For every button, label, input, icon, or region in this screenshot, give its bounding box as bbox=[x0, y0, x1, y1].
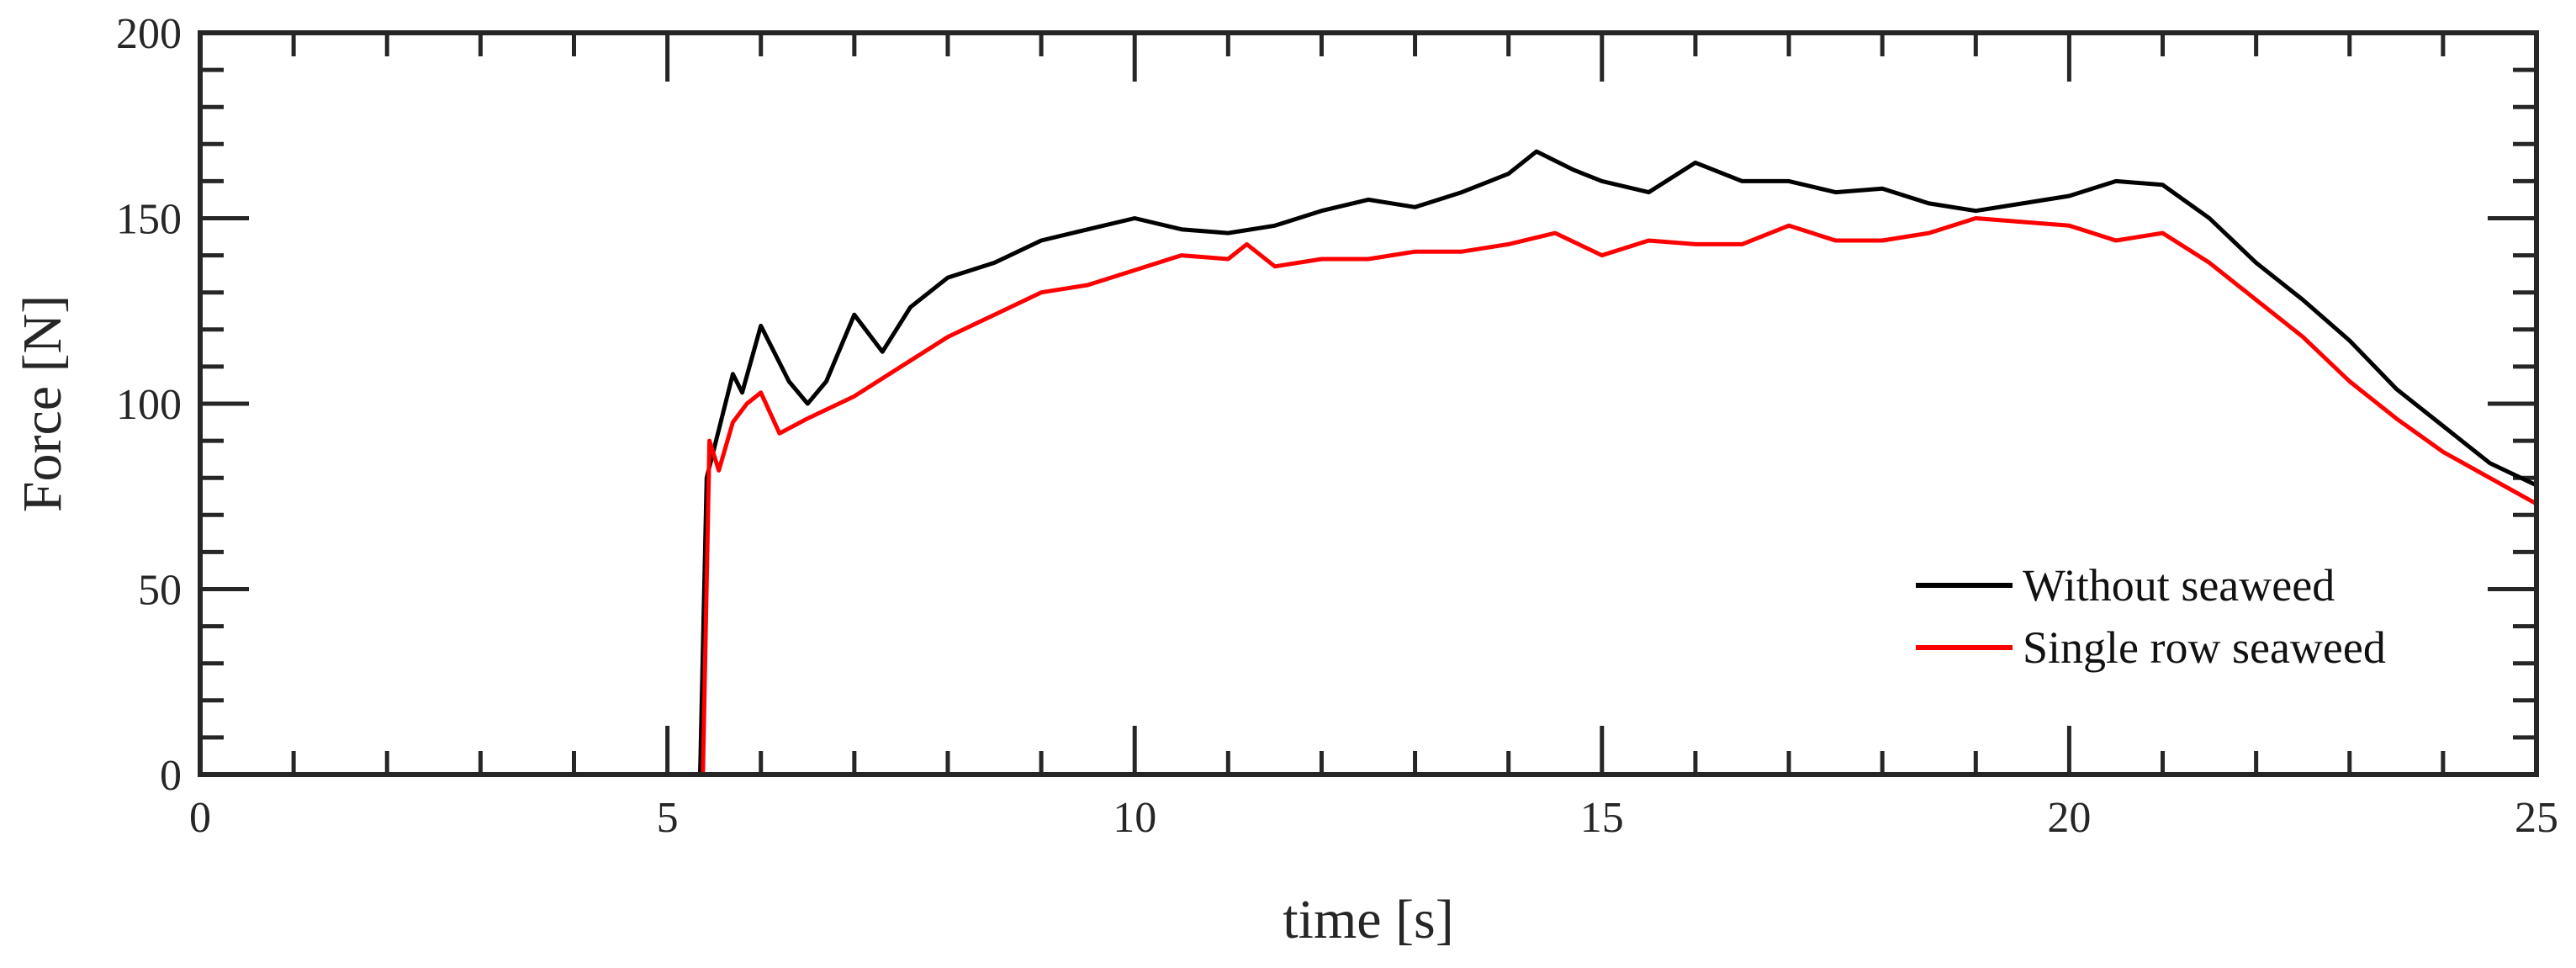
x-axis-title: time [s] bbox=[1283, 889, 1453, 950]
y-tick-label: 200 bbox=[116, 10, 182, 58]
x-tick-label: 25 bbox=[2515, 794, 2558, 842]
y-tick-label: 50 bbox=[138, 567, 182, 615]
x-tick-label: 0 bbox=[189, 794, 211, 842]
legend-label-without-seaweed: Without seaweed bbox=[2023, 560, 2335, 611]
series-layer bbox=[198, 149, 2539, 777]
x-tick-label: 15 bbox=[1580, 794, 1624, 842]
legend: Without seaweed Single row seaweed bbox=[1916, 560, 2386, 673]
y-tick-label: 0 bbox=[160, 752, 182, 800]
x-tick-label: 5 bbox=[657, 794, 679, 842]
tick-labels: 0 5 10 15 20 25 0 50 100 150 200 bbox=[116, 10, 2558, 842]
series-line-without-seaweed bbox=[198, 149, 2539, 777]
plot-frame bbox=[198, 30, 2539, 777]
axis-ticks bbox=[198, 30, 2539, 777]
y-tick-label: 100 bbox=[116, 381, 182, 429]
legend-label-single-row-seaweed: Single row seaweed bbox=[2023, 622, 2386, 673]
y-tick-label: 150 bbox=[116, 196, 182, 244]
series-line-single-row-seaweed bbox=[198, 216, 2539, 777]
x-tick-label: 10 bbox=[1113, 794, 1156, 842]
x-tick-label: 20 bbox=[2047, 794, 2091, 842]
y-axis-title: Force [N] bbox=[12, 295, 73, 512]
